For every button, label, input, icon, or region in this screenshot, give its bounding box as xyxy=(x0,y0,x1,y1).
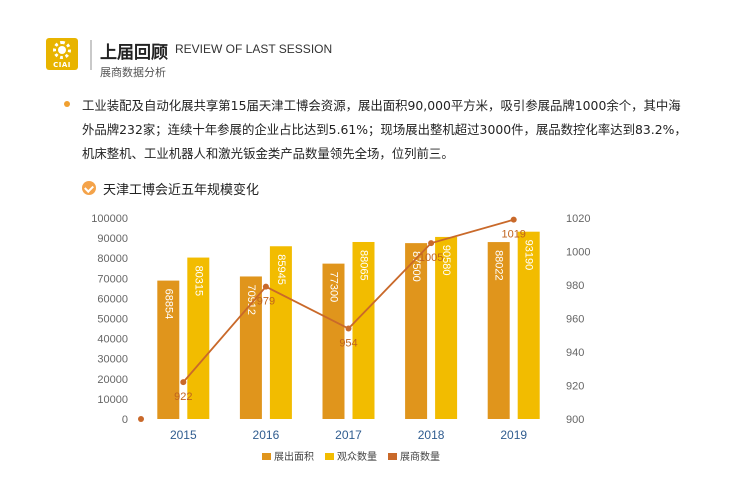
legend-label: 展出面积 xyxy=(274,450,314,463)
legend-swatch xyxy=(388,453,397,460)
legend-label: 展商数量 xyxy=(400,450,440,463)
page-title-english: REVIEW OF LAST SESSION xyxy=(175,42,333,56)
legend-swatch xyxy=(325,453,334,460)
line-data-label: 1019 xyxy=(501,229,525,241)
y-left-tick-label: 10000 xyxy=(97,394,128,406)
intro-paragraph: 工业装配及自动化展共享第15届天津工博会资源，展出面积90,000平方米，吸引参… xyxy=(82,98,687,161)
line-point xyxy=(345,325,352,332)
header-divider xyxy=(90,40,92,70)
ciai-logo: CIAI xyxy=(46,38,78,70)
line-point xyxy=(428,240,435,247)
bar-visitor-count xyxy=(269,246,292,419)
line-point xyxy=(180,379,187,386)
y-right-tick-label: 920 xyxy=(566,381,584,393)
bar-exhibition-area xyxy=(157,280,180,419)
x-tick-label: 2017 xyxy=(335,428,362,442)
bar-data-label: 88022 xyxy=(493,250,505,281)
gear-core xyxy=(58,46,66,54)
bar-data-label: 93190 xyxy=(523,240,535,271)
x-tick-label: 2019 xyxy=(500,428,527,442)
bar-data-label: 90580 xyxy=(440,245,452,276)
bar-data-label: 85945 xyxy=(275,254,287,285)
line-data-label: 979 xyxy=(257,296,275,308)
page-subtitle: 展商数据分析 xyxy=(100,66,166,79)
y-left-tick-label: 70000 xyxy=(97,273,128,285)
y-right-tick-label: 1000 xyxy=(566,247,590,259)
chart-check-icon xyxy=(82,181,96,195)
bar-data-label: 68854 xyxy=(162,289,174,320)
y-right-tick-label: 940 xyxy=(566,347,584,359)
x-tick-label: 2016 xyxy=(253,428,280,442)
y-right-tick-label: 960 xyxy=(566,314,584,326)
y-left-tick-label: 80000 xyxy=(97,253,128,265)
logo-text: CIAI xyxy=(53,61,71,69)
page-title: 上届回顾 xyxy=(100,43,168,63)
y-left-tick-label: 20000 xyxy=(97,374,128,386)
y-left-tick-label: 50000 xyxy=(97,314,128,326)
legend-label: 观众数量 xyxy=(337,450,377,463)
legend-swatch xyxy=(262,453,271,460)
line-data-label: 922 xyxy=(174,391,192,403)
y-left-tick-label: 40000 xyxy=(97,334,128,346)
bar-exhibition-area xyxy=(239,276,262,419)
bullet-dot-icon xyxy=(64,101,70,107)
bar-data-label: 88065 xyxy=(358,250,370,281)
origin-marker xyxy=(138,416,144,422)
line-point xyxy=(262,283,269,290)
chart-title: 天津工博会近五年规模变化 xyxy=(103,183,260,198)
y-left-tick-label: 90000 xyxy=(97,233,128,245)
y-left-tick-label: 0 xyxy=(122,414,128,426)
bar-exhibition-area xyxy=(322,263,345,419)
gear-icon xyxy=(53,41,71,59)
bar-visitor-count xyxy=(435,236,458,419)
line-point xyxy=(510,216,517,223)
y-left-tick-label: 100000 xyxy=(91,213,128,225)
line-data-label: 1005 xyxy=(419,252,443,264)
y-right-tick-label: 980 xyxy=(566,280,584,292)
x-tick-label: 2018 xyxy=(418,428,445,442)
bar-exhibition-area xyxy=(405,243,428,419)
bar-visitor-count xyxy=(517,231,540,419)
bar-exhibition-area xyxy=(487,242,510,419)
y-left-tick-label: 30000 xyxy=(97,354,128,366)
y-left-tick-label: 60000 xyxy=(97,293,128,305)
bar-visitor-count xyxy=(187,257,210,419)
bar-visitor-count xyxy=(352,241,375,419)
line-data-label: 954 xyxy=(339,338,357,350)
y-right-tick-label: 1020 xyxy=(566,213,590,225)
bar-data-label: 77300 xyxy=(328,272,340,303)
line-exhibitor-count xyxy=(182,218,514,383)
x-tick-label: 2015 xyxy=(170,428,197,442)
bar-data-label: 87500 xyxy=(410,251,422,282)
bar-data-label: 80315 xyxy=(192,266,204,297)
y-right-tick-label: 900 xyxy=(566,414,584,426)
